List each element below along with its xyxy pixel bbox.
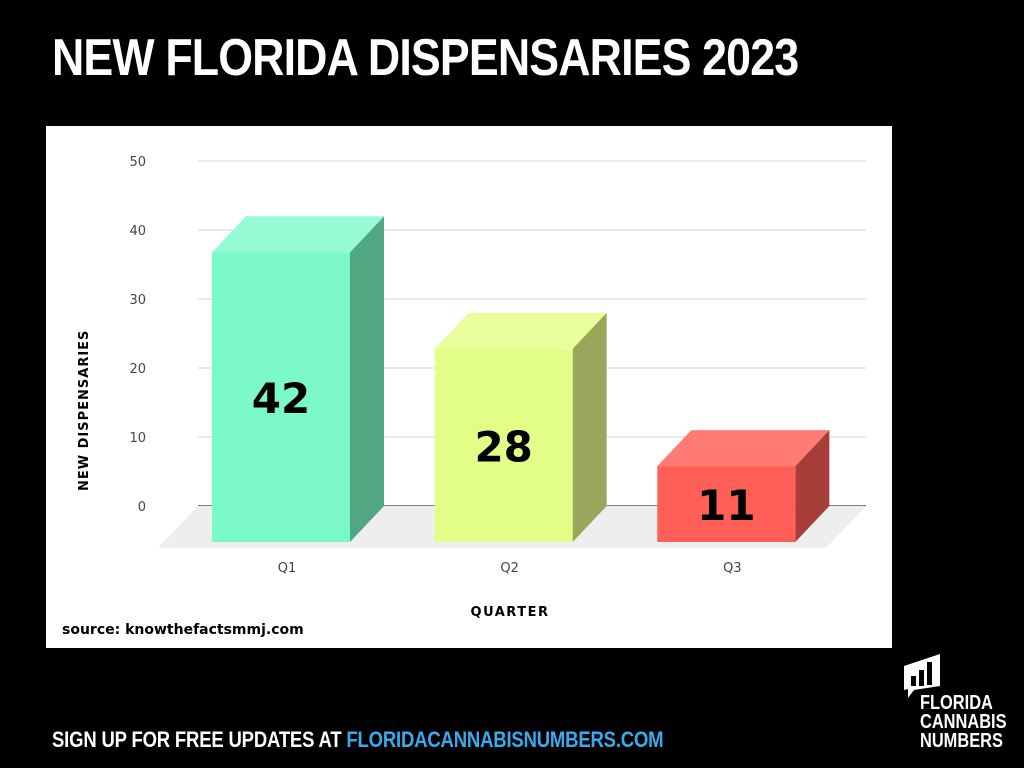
- bar-chart: 0 10 20 30 40 50 42 Q1 28 Q2 11 Q3 NEW DISPENSARIE…: [77, 155, 866, 620]
- bar-top-q3: [657, 430, 830, 467]
- florida-cannabis-numbers-logo: FLORIDA CANNABIS NUMBERS: [898, 652, 1018, 756]
- bar-side-q3: [795, 430, 830, 542]
- bar-side-q1: [350, 216, 384, 542]
- x-tick-label: Q1: [278, 561, 297, 576]
- bar-front-q3: [657, 466, 796, 542]
- y-tick-label: 30: [129, 293, 146, 308]
- bar-q3: 11 Q3: [657, 430, 830, 576]
- y-tick-label: 20: [129, 362, 146, 377]
- x-axis-label: QUARTER: [471, 605, 550, 620]
- x-tick-label: Q3: [723, 561, 742, 576]
- page-title: NEW FLORIDA DISPENSARIES 2023: [52, 29, 799, 87]
- logo-line-numbers: NUMBERS: [920, 730, 1003, 752]
- bar-front-q2: [434, 348, 573, 542]
- footer-signup: SIGN UP FOR FREE UPDATES AT FLORIDACANNA…: [52, 727, 664, 753]
- bar-q2: 28 Q2: [434, 312, 607, 576]
- bar-side-q2: [572, 312, 607, 542]
- logo-line-cannabis: CANNABIS: [920, 711, 1007, 733]
- chart-panel: 0 10 20 30 40 50 42 Q1 28 Q2 11 Q3 NEW DISPENSARIE…: [46, 126, 892, 648]
- y-tick-label: 40: [129, 224, 146, 239]
- y-tick-label: 0: [138, 500, 146, 515]
- x-tick-label: Q2: [500, 561, 519, 576]
- footer-signup-link[interactable]: FLORIDACANNABISNUMBERS.COM: [346, 727, 664, 752]
- data-label-q2: 28: [474, 422, 532, 471]
- y-tick-label: 50: [129, 155, 146, 170]
- bar-front-q1: [212, 252, 350, 542]
- y-axis-label: NEW DISPENSARIES: [77, 330, 92, 491]
- data-label-q3: 11: [697, 481, 755, 530]
- data-label-q1: 42: [252, 374, 310, 423]
- logo-line-florida: FLORIDA: [920, 692, 993, 714]
- bar-top-q1: [212, 216, 384, 253]
- y-tick-label: 10: [129, 431, 146, 446]
- bar-chart-speech-bubble-icon: [904, 654, 940, 698]
- bar-q1: 42 Q1: [212, 216, 384, 576]
- bar-top-q2: [434, 312, 607, 349]
- logo-wordmark: FLORIDA CANNABIS NUMBERS: [920, 692, 1007, 752]
- source-note: source: knowthefactsmmj.com: [62, 622, 304, 638]
- footer-lead-text: SIGN UP FOR FREE UPDATES AT: [52, 727, 347, 752]
